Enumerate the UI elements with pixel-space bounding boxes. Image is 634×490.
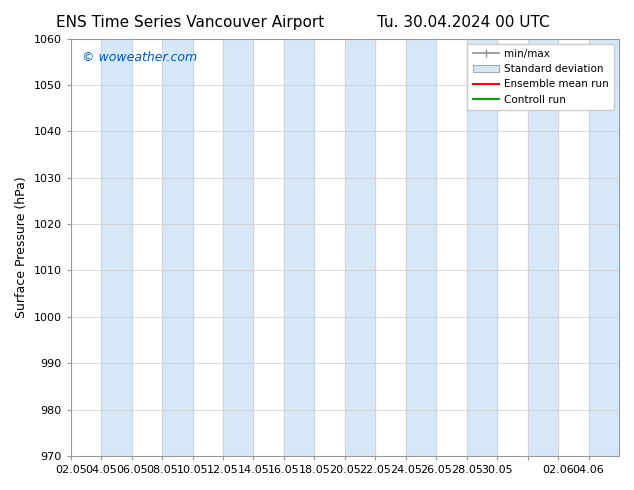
Bar: [588, 39, 619, 456]
Bar: [223, 39, 254, 456]
Y-axis label: Surface Pressure (hPa): Surface Pressure (hPa): [15, 176, 28, 318]
Bar: [406, 39, 436, 456]
Bar: [527, 39, 558, 456]
Text: © woweather.com: © woweather.com: [82, 51, 197, 64]
Legend: min/max, Standard deviation, Ensemble mean run, Controll run: min/max, Standard deviation, Ensemble me…: [467, 44, 614, 110]
Bar: [345, 39, 375, 456]
Bar: [284, 39, 314, 456]
Bar: [101, 39, 132, 456]
Bar: [162, 39, 193, 456]
Text: ENS Time Series Vancouver Airport: ENS Time Series Vancouver Airport: [56, 15, 325, 30]
Bar: [467, 39, 497, 456]
Text: Tu. 30.04.2024 00 UTC: Tu. 30.04.2024 00 UTC: [377, 15, 549, 30]
